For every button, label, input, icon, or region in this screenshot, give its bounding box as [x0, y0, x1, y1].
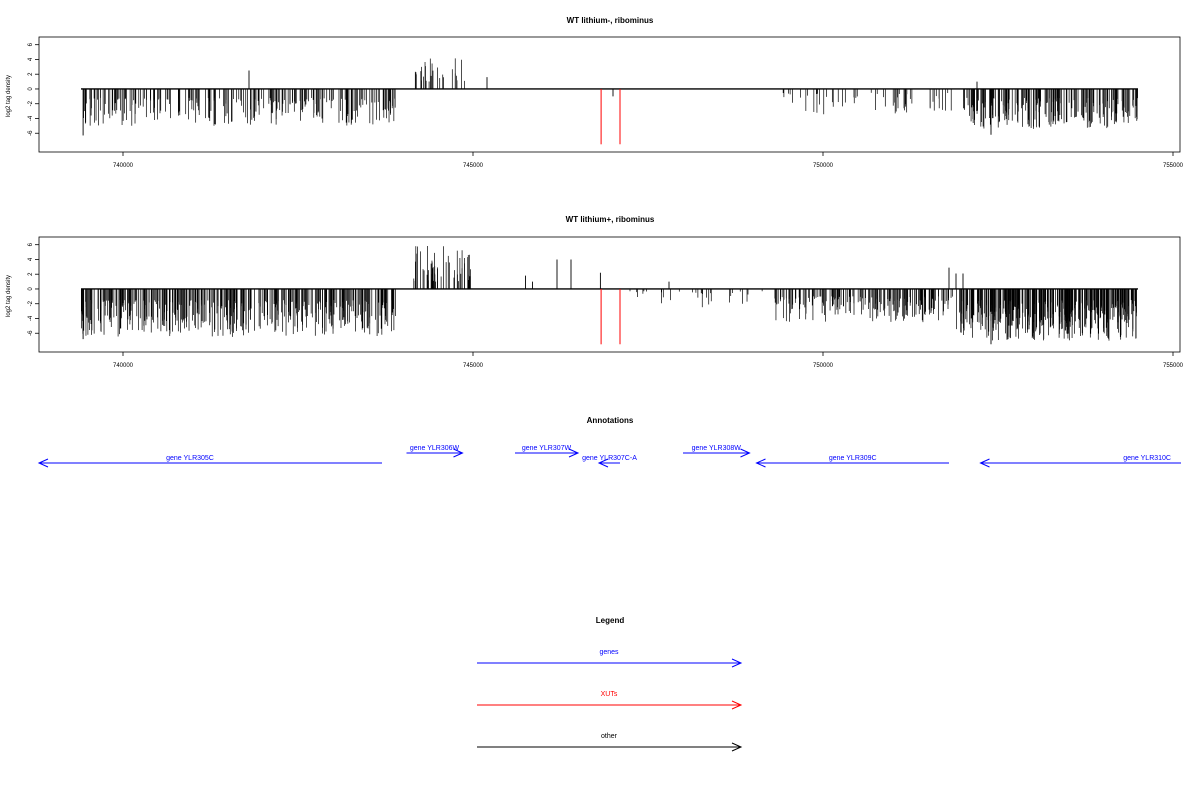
y-tick-label: 4 [28, 257, 34, 261]
legend-label: other [601, 733, 618, 740]
gene-label: gene YLR307C-A [582, 455, 637, 462]
x-tick-label: 750000 [813, 363, 834, 369]
x-tick-label: 745000 [463, 363, 484, 369]
gene-label: gene YLR307W [522, 445, 572, 452]
plot-frame [38, 36, 1181, 153]
y-tick-label: -2 [28, 100, 34, 106]
annotations-title: Annotations [587, 416, 634, 425]
gene-label: gene YLR305C [166, 455, 214, 462]
legend-arrow-head [731, 658, 743, 668]
legend-label: XUTs [601, 691, 618, 698]
x-tick-label: 740000 [113, 363, 134, 369]
x-tick-label: 755000 [1163, 363, 1184, 369]
y-tick-label: -6 [28, 330, 34, 336]
signal-bars [81, 245, 1138, 345]
legend-title: Legend [596, 616, 625, 625]
y-tick-label: -6 [28, 130, 34, 136]
legend-label: genes [599, 649, 619, 656]
gene-arrow-head [453, 448, 464, 458]
x-axis: 740000 745000 750000 755000 [113, 152, 1184, 169]
x-tick-label: 745000 [463, 163, 484, 169]
gene-arrow-head [755, 458, 766, 468]
y-tick-label: 2 [28, 72, 34, 76]
legend-arrow-head [731, 742, 743, 752]
y-axis: 6 4 2 0 -2 -4 -6 [28, 242, 39, 336]
x-tick-label: 750000 [813, 163, 834, 169]
plot-frame [38, 236, 1181, 353]
y-axis-label: log2 tag density [6, 75, 12, 117]
gene-arrow-head [597, 458, 609, 468]
panel-title: WT lithium+, ribominus [566, 215, 655, 224]
y-tick-label: 0 [28, 287, 34, 291]
y-tick-label: -4 [28, 115, 34, 121]
y-axis: 6 4 2 0 -2 -4 -6 [28, 42, 39, 136]
y-axis-label: log2 tag density [6, 275, 12, 317]
y-tick-label: -2 [28, 300, 34, 306]
y-tick-label: -4 [28, 315, 34, 321]
gene-arrow-head [740, 448, 751, 458]
legend-items: genes XUTs other [477, 649, 743, 752]
signal-bars [81, 58, 1138, 136]
gene-arrow-head [979, 458, 990, 468]
y-tick-label: 4 [28, 57, 34, 61]
x-axis: 740000 745000 750000 755000 [113, 352, 1184, 369]
gene-label: gene YLR310C [1123, 455, 1171, 462]
x-tick-label: 755000 [1163, 163, 1184, 169]
x-tick-label: 740000 [113, 163, 134, 169]
gene-label: gene YLR308W [692, 445, 742, 452]
gene-arrow-head [37, 458, 49, 468]
xut-markers [600, 88, 621, 145]
track-panel-lithium-plus: WT lithium+, ribominus log2 tag density … [6, 215, 1184, 369]
y-tick-label: 6 [28, 42, 34, 46]
gene-label: gene YLR309C [829, 455, 877, 462]
y-tick-label: 0 [28, 87, 34, 91]
gene-arrows: gene YLR305C gene YLR306W gene YLR307W gene… [37, 445, 1181, 468]
panel-title: WT lithium-, ribominus [567, 16, 654, 25]
y-tick-label: 2 [28, 272, 34, 276]
y-tick-label: 6 [28, 242, 34, 246]
xut-markers [600, 288, 621, 345]
legend-arrow-head [731, 700, 743, 710]
legend: Legend genes XUTs other [477, 616, 743, 752]
gene-arrow-head [568, 448, 580, 458]
track-panel-lithium-minus: WT lithium-, ribominus log2 tag density … [6, 16, 1184, 169]
gene-label: gene YLR306W [410, 445, 460, 452]
